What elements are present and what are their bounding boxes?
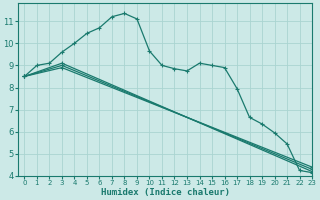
X-axis label: Humidex (Indice chaleur): Humidex (Indice chaleur) xyxy=(100,188,230,197)
